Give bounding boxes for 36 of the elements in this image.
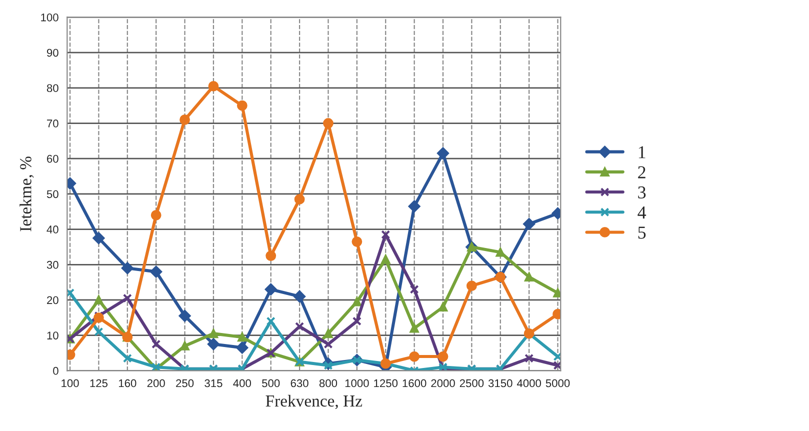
y-tick-label: 70 [47, 120, 58, 128]
x-tick-label: 3150 [488, 379, 512, 388]
y-tick-label: 100 [41, 14, 58, 22]
y-tick-label: 60 [47, 154, 58, 163]
x-tick-label: 4000 [516, 379, 541, 388]
legend-label: 4 [638, 206, 646, 218]
x-tick-label: 100 [62, 379, 79, 388]
x-axis-title: Frekvence, Hz [266, 394, 362, 410]
y-tick-label: 50 [46, 190, 58, 198]
legend-label: 2 [638, 166, 646, 178]
y-tick-label: 90 [46, 48, 58, 57]
x-tick-label: 400 [233, 379, 251, 388]
x-tick-label: 160 [118, 379, 136, 388]
x-tick-label: 1250 [374, 379, 398, 388]
x-tick-label: 2000 [431, 379, 455, 388]
y-tick-label: 20 [47, 296, 58, 304]
x-tick-label: 800 [319, 379, 338, 388]
x-tick-label: 630 [290, 379, 308, 388]
y-axis-title: Ietekme, % [20, 156, 34, 232]
legend-label: 3 [638, 186, 646, 199]
x-tick-label: 2500 [460, 379, 484, 388]
x-tick-label: 5000 [546, 379, 570, 388]
y-tick-label: 80 [46, 84, 58, 92]
legend-label: 5 [638, 226, 646, 239]
x-tick-label: 500 [262, 379, 280, 388]
x-tick-label: 250 [176, 379, 194, 388]
y-tick-label: 30 [46, 260, 58, 269]
y-tick-label: 0 [53, 366, 58, 375]
x-tick-label: 1000 [345, 379, 369, 388]
y-tick-label: 10 [47, 332, 58, 340]
x-tick-label: 125 [90, 379, 108, 388]
y-tick-label: 40 [46, 226, 58, 234]
x-tick-label: 315 [204, 379, 222, 388]
x-tick-label: 200 [147, 379, 165, 388]
x-tick-label: 1600 [402, 379, 426, 388]
legend-label: 1 [638, 146, 646, 158]
